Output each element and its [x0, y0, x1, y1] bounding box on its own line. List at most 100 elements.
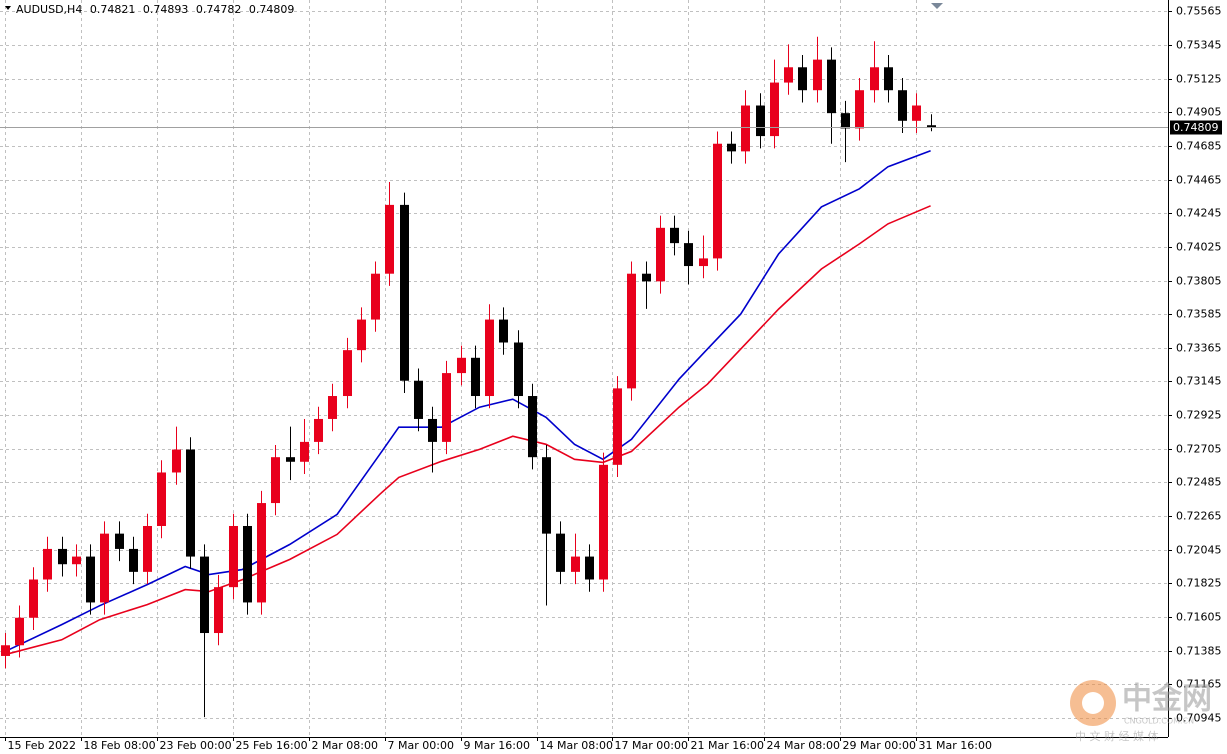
moving-averages: [4, 150, 931, 656]
candle-body: [855, 90, 864, 129]
candle-body: [115, 533, 124, 549]
x-tick-label: 15 Feb 2022: [8, 739, 76, 752]
candle-body: [827, 59, 836, 114]
candle-body: [713, 143, 722, 259]
candle-body: [585, 556, 594, 580]
candle-body: [542, 457, 551, 534]
ohlc-low: 0.74782: [196, 3, 242, 16]
candle-body: [442, 373, 451, 442]
y-tick-label: 0.73585: [1176, 308, 1222, 321]
candle-body: [314, 418, 323, 442]
current-price-box: [1170, 120, 1222, 135]
watermark-title: 中金网: [1122, 682, 1212, 717]
candle-body: [642, 273, 651, 282]
candle-body: [328, 396, 337, 419]
candle-body: [229, 525, 238, 588]
y-tick-label: 0.70945: [1176, 712, 1222, 725]
y-tick-label: 0.72485: [1176, 476, 1222, 489]
moving-average-line: [4, 205, 931, 656]
x-tick-label: 24 Mar 08:00: [767, 739, 840, 752]
candle-body: [414, 380, 423, 419]
candle-body: [200, 556, 209, 634]
candle-body: [784, 67, 793, 83]
x-tick-label: 14 Mar 08:00: [540, 739, 613, 752]
candle-body: [72, 556, 81, 565]
candle-body: [912, 105, 921, 121]
y-tick-label: 0.71385: [1176, 645, 1222, 658]
x-tick-label: 25 Feb 16:00: [236, 739, 308, 752]
candle-body: [756, 105, 765, 137]
candle-body: [129, 548, 138, 572]
candle-body: [286, 457, 295, 462]
candle-body: [86, 556, 95, 603]
y-tick-label: 0.71165: [1176, 678, 1222, 691]
watermark-slogan: 中 文 财 经 媒 体: [1075, 729, 1158, 743]
candle-body: [300, 441, 309, 462]
candle-body: [898, 90, 907, 121]
y-tick-label: 0.72045: [1176, 544, 1222, 557]
y-tick-label: 0.72705: [1176, 443, 1222, 456]
chart-shift-marker: [931, 3, 943, 9]
candle-body: [371, 273, 380, 320]
y-tick-label: 0.74025: [1176, 241, 1222, 254]
candle-body: [172, 449, 181, 473]
candle-body: [499, 319, 508, 343]
ohlc-close: 0.74809: [249, 3, 295, 16]
y-tick-label: 0.75345: [1176, 39, 1222, 52]
x-tick-label: 2 Mar 08:00: [312, 739, 378, 752]
y-tick-label: 0.73145: [1176, 375, 1222, 388]
y-tick-label: 0.74905: [1176, 106, 1222, 119]
candle-body: [243, 525, 252, 603]
x-tick-label: 23 Feb 00:00: [160, 739, 232, 752]
candle-body: [813, 59, 822, 91]
x-tick-label: 18 Feb 08:00: [84, 739, 156, 752]
candle-body: [841, 113, 850, 129]
candle-body: [385, 204, 394, 274]
candle-body: [1, 645, 10, 656]
candle-body: [656, 227, 665, 282]
candle-body: [613, 388, 622, 465]
y-tick-label: 0.74465: [1176, 174, 1222, 187]
time-axis: 15 Feb 2022 18 Feb 08:00 23 Feb 00:00 25 Fe…: [5, 737, 992, 752]
x-tick-label: 7 Mar 00:00: [388, 739, 454, 752]
candle-body: [43, 548, 52, 580]
candle-body: [343, 350, 352, 397]
candle-body: [100, 533, 109, 603]
watermark-logo-inner: [1082, 692, 1104, 714]
y-tick-label: 0.75565: [1176, 5, 1222, 18]
ohlc-high: 0.74893: [143, 3, 189, 16]
y-tick-label: 0.74685: [1176, 140, 1222, 153]
header: AUDUSD,H4 0.74821 0.74893 0.74782 0.7480…: [16, 3, 294, 16]
watermark-domain: CNGOLD.COM.CN: [1124, 717, 1194, 726]
current-price-label: 0.74809: [1173, 121, 1219, 134]
y-tick-label: 0.72265: [1176, 510, 1222, 523]
x-tick-label: 29 Mar 00:00: [843, 739, 916, 752]
candle-body: [927, 125, 936, 128]
candle-body: [699, 258, 708, 267]
candle-body: [143, 525, 152, 572]
candle-body: [15, 617, 24, 646]
candle-body: [257, 503, 266, 603]
candles: [1, 36, 936, 718]
candle-body: [599, 464, 608, 580]
candle-body: [428, 418, 437, 442]
candle-body: [670, 227, 679, 244]
candle-body: [186, 449, 195, 557]
y-tick-label: 0.72925: [1176, 409, 1222, 422]
candle-body: [571, 556, 580, 572]
candle-body: [870, 67, 879, 91]
candle-body: [514, 342, 523, 397]
candle-body: [528, 396, 537, 458]
candle-body: [556, 533, 565, 572]
x-tick-label: 21 Mar 16:00: [691, 739, 764, 752]
x-tick-label: 31 Mar 16:00: [919, 739, 992, 752]
candle-body: [58, 548, 67, 565]
candle-body: [214, 587, 223, 634]
candle-body: [157, 472, 166, 526]
header-icon: [5, 6, 11, 10]
symbol: AUDUSD,H4: [16, 3, 82, 16]
candle-body: [400, 204, 409, 381]
candle-body: [884, 67, 893, 91]
